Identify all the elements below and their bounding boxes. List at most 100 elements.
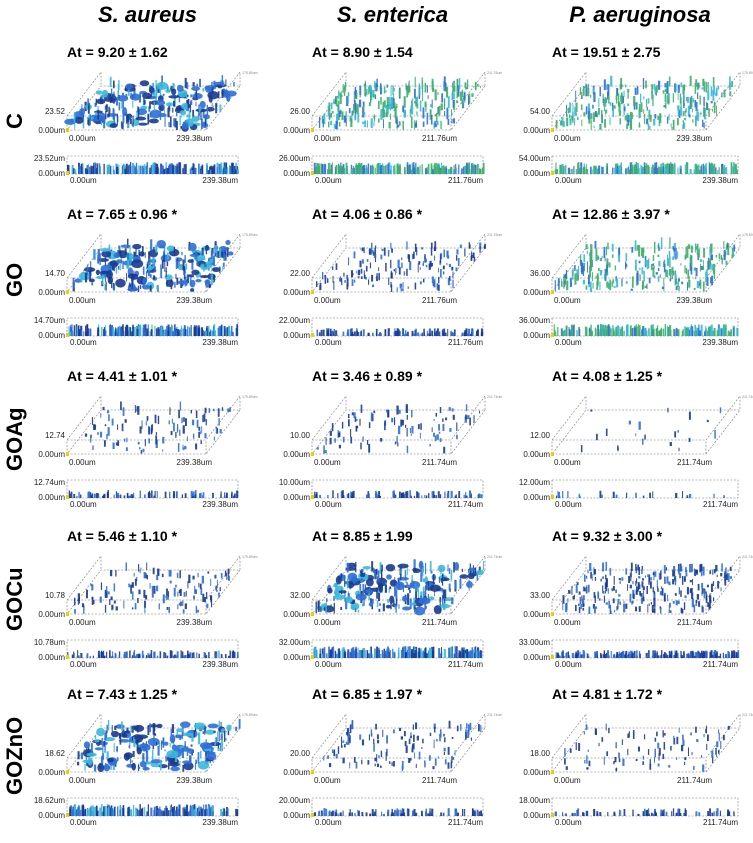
y-extent-label: 175.89um (242, 233, 258, 237)
confocal-3d-render: 12.00 0.00um 0.00um 211.74um 211.74um (523, 395, 753, 467)
side-z-origin-label: 0.00um (38, 811, 65, 820)
side-z-label: 26.00um (279, 154, 310, 163)
y-extent-label: 175.89um (242, 713, 258, 717)
attachment-value: At = 7.65 ± 0.96 * (67, 206, 178, 222)
z-origin-label: 0.00um (38, 450, 65, 459)
side-x-origin-label: 0.00um (555, 818, 582, 827)
confocal-side-view: 22.00um 0.00um 0.00um 211.76um (279, 316, 483, 347)
confocal-side-view: 10.00um 0.00um 0.00um 211.74um (279, 478, 483, 509)
x-extent-label: 239.38um (176, 618, 212, 627)
z-origin-label: 0.00um (38, 610, 65, 619)
panel-3d: 23.52 0.00um 0.00um 239.38um 175.89um (38, 64, 257, 150)
x-extent-label: 211.74um (677, 458, 712, 467)
side-z-label: 12.74um (34, 478, 65, 487)
panel-3d: 12.00 0.00um 0.00um 211.74um 211.74um (523, 388, 753, 474)
confocal-3d-render: 23.52 0.00um 0.00um 239.38um 175.89um (38, 71, 257, 143)
attachment-value: At = 5.46 ± 1.10 * (67, 528, 178, 544)
side-x-extent-label: 211.74um (448, 818, 483, 827)
z-origin-label: 0.00um (523, 450, 550, 459)
column-header: P. aeruginosa (569, 2, 711, 27)
panel-3d: 12.74 0.00um 0.00um 239.38um 175.89um (38, 388, 257, 474)
attachment-value: At = 7.43 ± 1.25 * (67, 686, 178, 702)
x-origin-label: 0.00um (554, 458, 581, 467)
confocal-side-view: 18.00um 0.00um 0.00um 211.74um (519, 796, 738, 827)
confocal-3d-render: 18.00 0.00um 0.00um 211.74um 211.74um (523, 713, 753, 785)
z-height-label: 10.78 (45, 591, 66, 600)
side-x-origin-label: 0.00um (555, 500, 582, 509)
x-origin-label: 0.00um (314, 458, 341, 467)
y-extent-label: 175.89um (742, 71, 753, 75)
z-height-label: 14.70 (45, 269, 66, 278)
side-x-extent-label: 239.38um (702, 176, 738, 185)
side-z-origin-label: 0.00um (283, 811, 310, 820)
confocal-side-view: 10.78um 0.00um 0.00um 239.38um (34, 638, 239, 669)
z-height-label: 32.00 (290, 591, 311, 600)
attachment-value: At = 3.46 ± 0.89 * (312, 368, 423, 384)
side-z-label: 14.70um (34, 316, 65, 325)
x-origin-label: 0.00um (69, 458, 96, 467)
side-z-label: 33.00um (519, 638, 550, 647)
side-x-origin-label: 0.00um (70, 338, 97, 347)
confocal-side-view: 14.70um 0.00um 0.00um 239.38um (34, 316, 238, 347)
z-origin-label: 0.00um (523, 288, 550, 297)
attachment-value: At = 9.20 ± 1.62 (67, 44, 168, 60)
column-header: S. aureus (97, 2, 198, 27)
panel-3d: 10.00 0.00um 0.00um 211.74um 211.74um (283, 388, 502, 474)
side-z-origin-label: 0.00um (38, 653, 65, 662)
z-height-label: 36.00 (530, 269, 551, 278)
attachment-value: At = 8.85 ± 1.99 (312, 528, 413, 544)
attachment-value: At = 8.90 ± 1.54 (312, 44, 413, 60)
z-origin-label: 0.00um (283, 610, 310, 619)
side-x-extent-label: 211.74um (703, 500, 738, 509)
attachment-value: At = 4.06 ± 0.86 * (312, 206, 423, 222)
panel-side: 12.00um 0.00um 0.00um 211.74um (519, 478, 740, 509)
x-origin-label: 0.00um (554, 776, 581, 785)
side-z-label: 36.00um (519, 316, 550, 325)
panel-3d: 22.00 0.00um 0.00um 211.76um 211.76um (283, 226, 502, 312)
panel-side: 18.62um 0.00um 0.00um 239.38um (34, 796, 240, 827)
side-x-origin-label: 0.00um (70, 176, 97, 185)
attachment-value: At = 6.85 ± 1.97 * (312, 686, 423, 702)
side-x-extent-label: 239.38um (702, 338, 738, 347)
side-x-extent-label: 211.74um (448, 660, 483, 669)
panel-3d: 14.70 0.00um 0.00um 239.38um 175.89um (38, 226, 257, 312)
z-origin-label: 0.00um (283, 450, 310, 459)
x-extent-label: 211.74um (422, 458, 457, 467)
panel-side: 18.00um 0.00um 0.00um 211.74um (519, 796, 740, 827)
side-z-origin-label: 0.00um (283, 493, 310, 502)
panel-3d: 36.00 0.00um 0.00um 239.38um 175.89um (523, 226, 753, 312)
z-origin-label: 0.00um (523, 126, 550, 135)
x-extent-label: 239.38um (176, 296, 212, 305)
attachment-value: At = 19.51 ± 2.75 (552, 44, 661, 60)
panel-3d: 18.00 0.00um 0.00um 211.74um 211.74um (523, 706, 753, 792)
confocal-3d-render: 54.00 0.00um 0.00um 239.38um 175.89um (523, 71, 753, 143)
panel-side: 20.00um 0.00um 0.00um 211.74um (279, 796, 485, 827)
panel-side: 22.00um 0.00um 0.00um 211.76um (279, 316, 485, 347)
attachment-value: At = 9.32 ± 3.00 * (552, 528, 663, 544)
x-extent-label: 239.38um (176, 134, 212, 143)
z-origin-label: 0.00um (523, 768, 550, 777)
y-extent-label: 175.89um (242, 395, 258, 399)
side-z-origin-label: 0.00um (523, 811, 550, 820)
side-x-extent-label: 239.38um (202, 660, 238, 669)
confocal-side-view: 23.52um 0.00um 0.00um 239.38um (34, 154, 239, 185)
side-x-origin-label: 0.00um (315, 660, 342, 669)
side-x-extent-label: 239.38um (202, 176, 238, 185)
side-z-label: 54.00um (519, 154, 550, 163)
x-extent-label: 211.74um (677, 776, 712, 785)
confocal-side-view: 20.00um 0.00um 0.00um 211.74um (279, 796, 483, 827)
side-x-origin-label: 0.00um (555, 660, 582, 669)
x-origin-label: 0.00um (69, 134, 96, 143)
confocal-side-view: 32.00um 0.00um 0.00um 211.74um (279, 638, 483, 669)
y-extent-label: 211.76um (487, 233, 502, 237)
panel-3d: 26.00 0.00um 0.00um 211.76um 211.76um (283, 64, 502, 150)
confocal-3d-render: 14.70 0.00um 0.00um 239.38um 175.89um (38, 233, 257, 305)
y-extent-label: 211.74um (487, 555, 502, 559)
z-height-label: 10.00 (290, 431, 311, 440)
side-z-origin-label: 0.00um (283, 653, 310, 662)
x-extent-label: 239.38um (176, 776, 212, 785)
confocal-side-view: 26.00um 0.00um 0.00um 211.76um (279, 154, 485, 185)
confocal-3d-render: 10.00 0.00um 0.00um 211.74um 211.74um (283, 395, 502, 467)
confocal-side-view: 33.00um 0.00um 0.00um 211.74um (519, 638, 740, 669)
x-origin-label: 0.00um (554, 134, 581, 143)
